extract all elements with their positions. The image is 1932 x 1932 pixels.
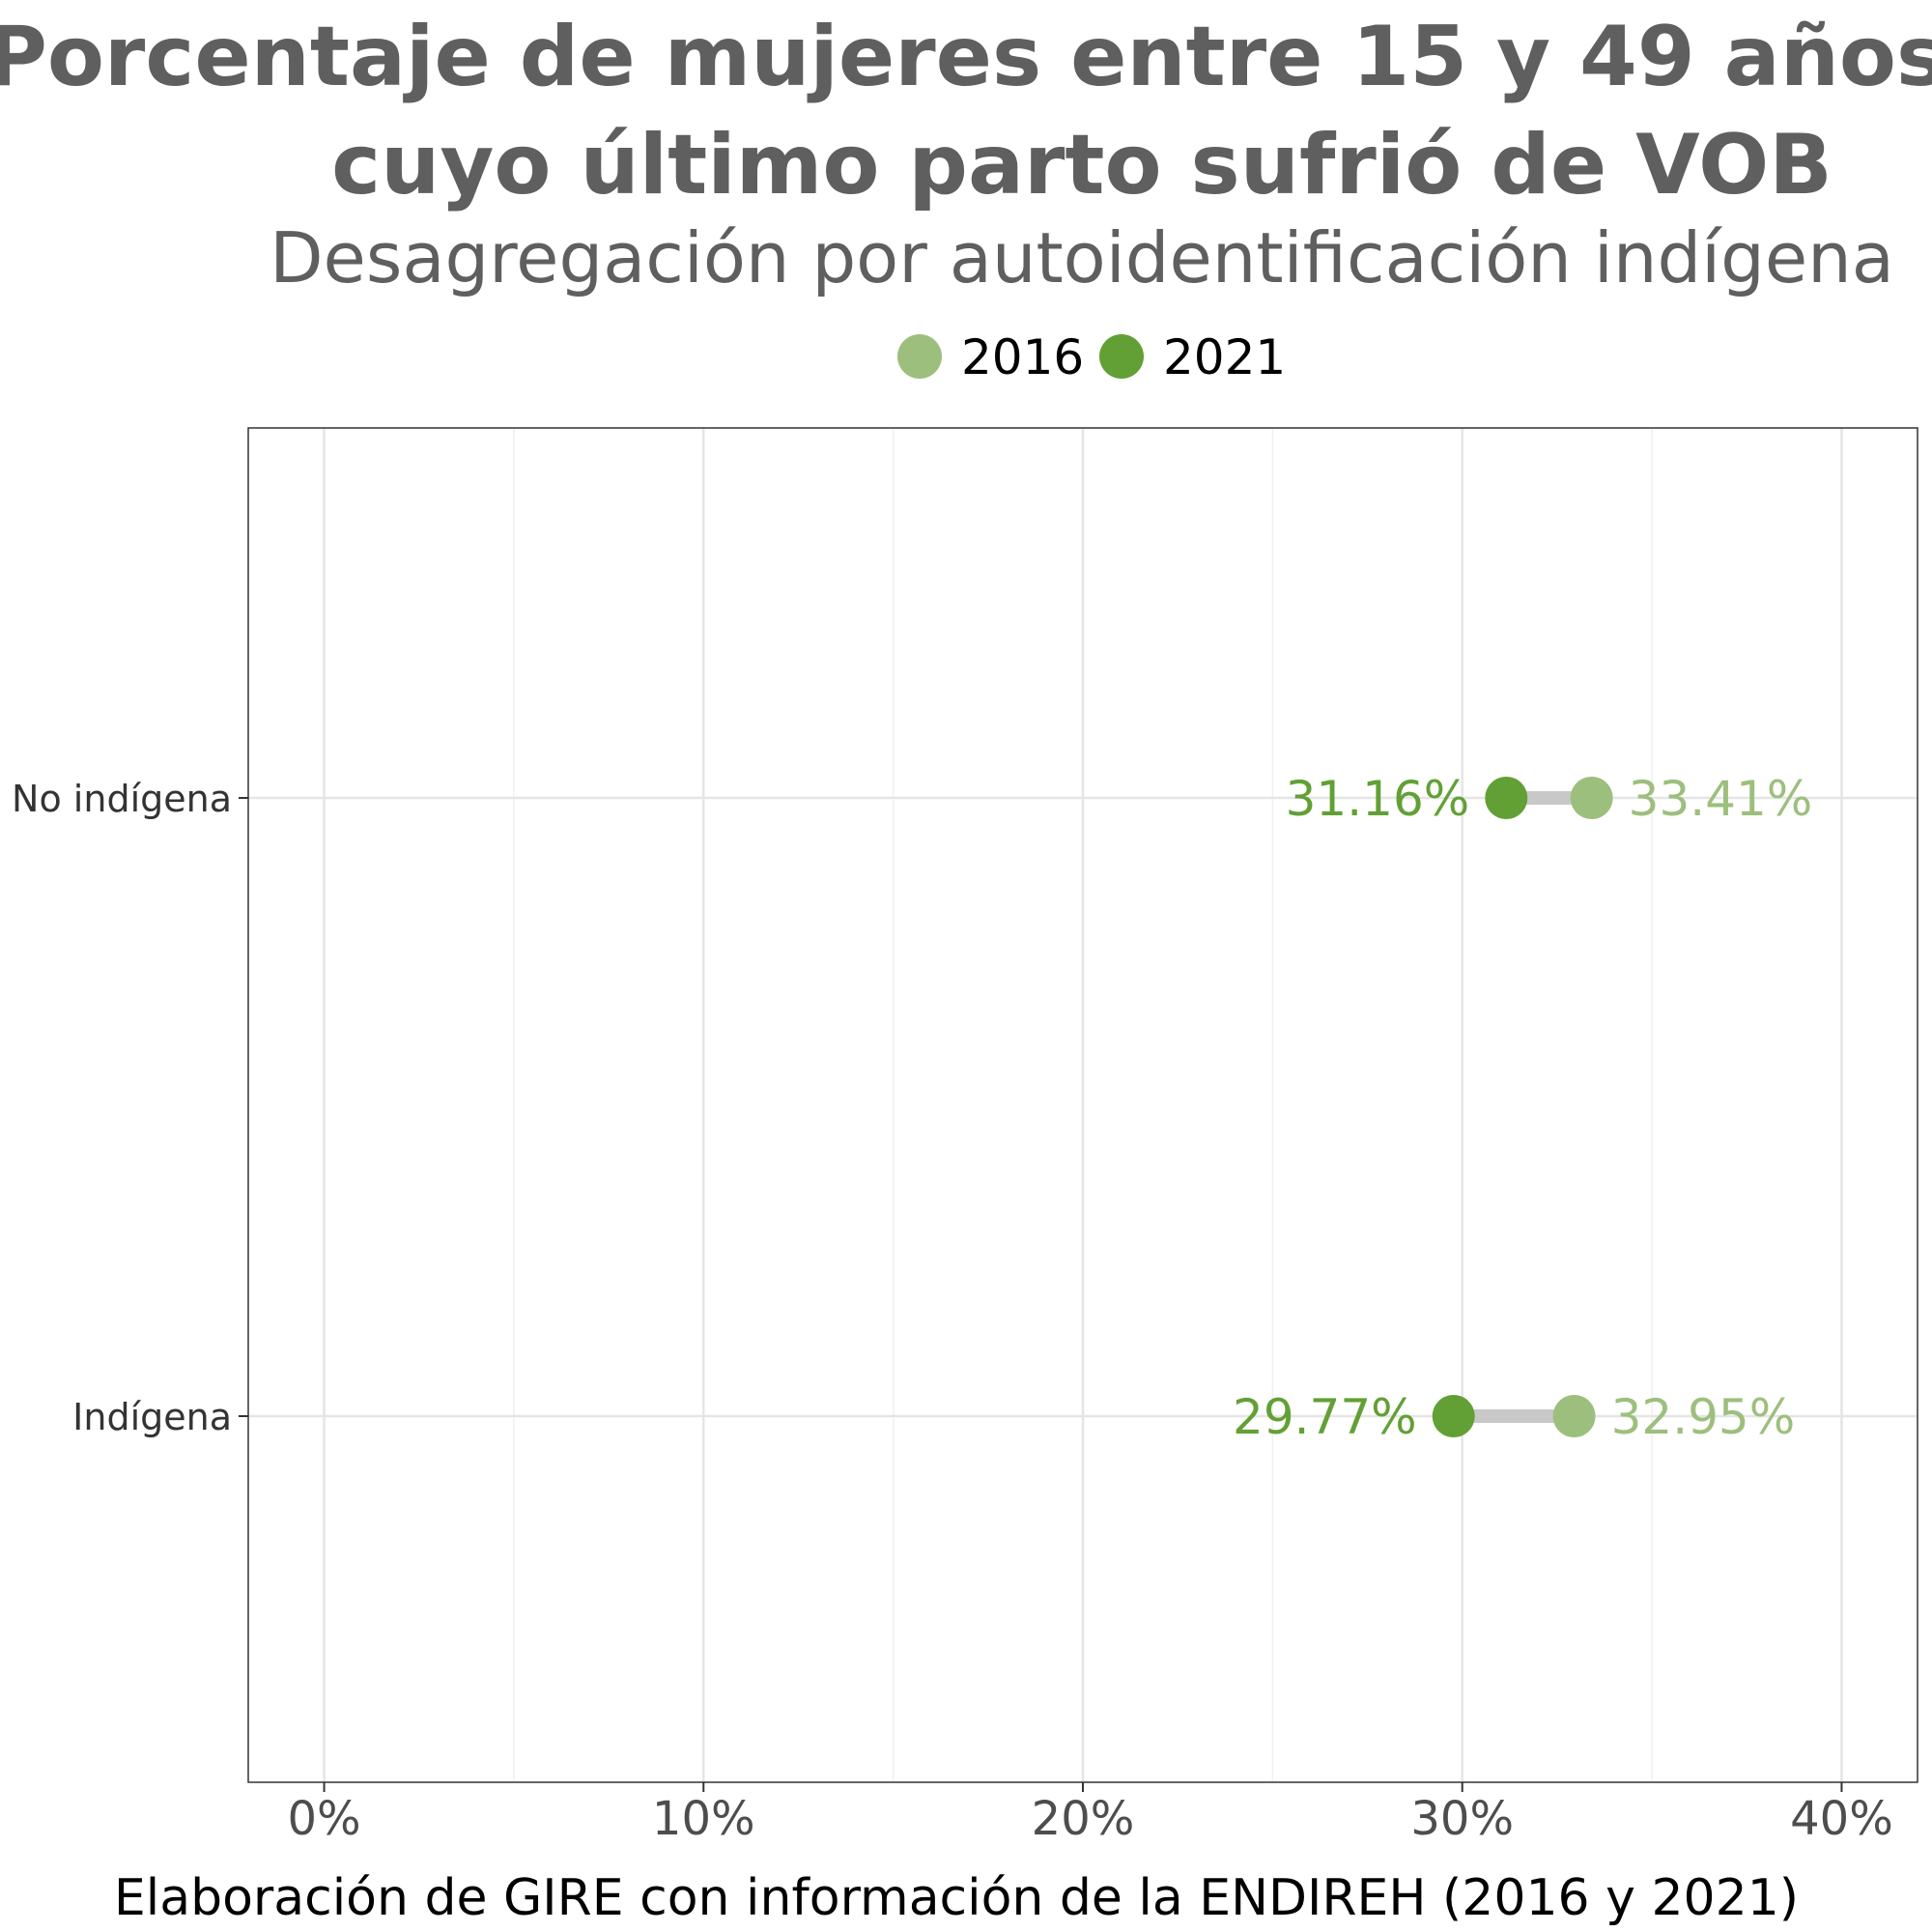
data-label-2021: 29.77% bbox=[1233, 1389, 1417, 1445]
chart-title-line-2: cuyo último parto sufrió de VOB bbox=[331, 117, 1833, 213]
chart-caption: Elaboración de GIRE con información de l… bbox=[114, 1869, 1799, 1927]
y-category-label: No indígena bbox=[12, 778, 232, 820]
x-tick-label: 40% bbox=[1790, 1792, 1893, 1846]
data-label-2016: 32.95% bbox=[1611, 1389, 1796, 1445]
legend-label-2016: 2016 bbox=[961, 329, 1084, 385]
legend-marker-2021 bbox=[1099, 334, 1144, 379]
point-2016 bbox=[1570, 777, 1613, 819]
legend-marker-2016 bbox=[897, 334, 942, 379]
legend: 2016 2021 bbox=[897, 329, 1286, 385]
x-tick-label: 30% bbox=[1410, 1792, 1514, 1846]
x-tick-label: 10% bbox=[652, 1792, 755, 1846]
legend-label-2021: 2021 bbox=[1163, 329, 1286, 385]
chart-title-line-1: Porcentaje de mujeres entre 15 y 49 años bbox=[0, 9, 1932, 105]
x-tick-label: 20% bbox=[1032, 1792, 1135, 1846]
point-2021 bbox=[1432, 1395, 1475, 1437]
plot-area: 0% 10% 20% 30% 40% No indígena Indígena 33.41% 3… bbox=[12, 427, 1918, 1846]
x-tick-label: 0% bbox=[287, 1792, 360, 1846]
data-label-2016: 33.41% bbox=[1629, 771, 1813, 827]
chart-subtitle: Desagregación por autoidentificación ind… bbox=[270, 217, 1894, 298]
y-category-label: Indígena bbox=[72, 1396, 232, 1438]
point-2021 bbox=[1485, 777, 1528, 819]
point-2016 bbox=[1552, 1395, 1596, 1437]
data-label-2021: 31.16% bbox=[1286, 771, 1470, 827]
